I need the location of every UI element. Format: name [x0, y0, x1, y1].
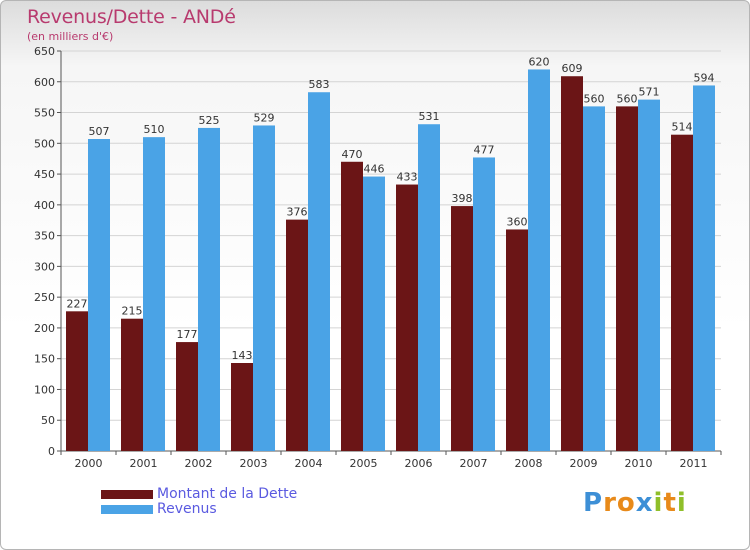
x-tick-label: 2001 [130, 457, 158, 470]
x-tick-label: 2002 [185, 457, 213, 470]
legend-item-dette: Montant de la Dette [101, 487, 297, 502]
y-tick-label: 50 [41, 414, 55, 427]
y-tick-label: 100 [34, 383, 55, 396]
bar-revenus [88, 139, 110, 451]
y-tick-label: 200 [34, 322, 55, 335]
chart-title: Revenus/Dette - ANDé [27, 6, 236, 28]
x-tick-label: 2003 [240, 457, 268, 470]
bar-dette [286, 219, 308, 451]
grid-lines [61, 50, 721, 452]
y-tick-label: 350 [34, 230, 55, 243]
bar-dette [121, 318, 143, 451]
data-label: 609 [562, 62, 583, 75]
bar-dette [506, 229, 528, 451]
y-tick-label: 300 [34, 260, 55, 273]
x-tick-label: 2007 [460, 457, 488, 470]
bar-dette [451, 206, 473, 451]
legend-label-dette: Montant de la Dette [157, 486, 298, 502]
bar-revenus [198, 127, 220, 451]
data-label: 583 [309, 78, 330, 91]
data-label: 446 [364, 163, 385, 176]
data-label: 376 [287, 206, 308, 219]
bar-dette [341, 161, 363, 451]
data-label: 571 [639, 86, 660, 99]
bar-dette [561, 76, 583, 451]
logo-letter: o [616, 488, 636, 518]
logo-letter: P [583, 488, 604, 518]
y-tick-label: 250 [34, 291, 55, 304]
data-label: 560 [584, 92, 605, 105]
data-label: 360 [507, 215, 528, 228]
x-tick-label: 2011 [680, 457, 708, 470]
logo-letter: i [653, 488, 664, 518]
y-tick-label: 450 [34, 168, 55, 181]
x-tick-label: 2004 [295, 457, 323, 470]
bar-revenus [638, 99, 660, 451]
data-label: 507 [89, 125, 110, 138]
x-tick-label: 2010 [625, 457, 653, 470]
bar-dette [396, 184, 418, 452]
y-tick-label: 0 [48, 445, 55, 458]
bar-revenus [583, 106, 605, 451]
x-tick-label: 2005 [350, 457, 378, 470]
logo-letter: i [676, 488, 687, 518]
bar-dette [176, 342, 198, 451]
legend-label-revenus: Revenus [157, 501, 217, 517]
bar-dette [671, 134, 693, 451]
data-label: 514 [672, 121, 693, 134]
bar-revenus [308, 92, 330, 451]
y-tick-label: 600 [34, 76, 55, 89]
data-label: 215 [122, 305, 143, 318]
data-label: 227 [67, 297, 88, 310]
bar-dette [231, 363, 253, 451]
bars [66, 69, 715, 452]
bar-revenus [143, 137, 165, 451]
legend: Montant de la Dette Revenus [101, 487, 297, 517]
y-tick-label: 150 [34, 353, 55, 366]
x-tick-label: 2000 [75, 457, 103, 470]
data-label: 398 [452, 192, 473, 205]
logo-letter: r [603, 488, 617, 518]
proxiti-logo: Proxiti [583, 488, 687, 518]
bar-dette [616, 106, 638, 451]
x-tick-label: 2009 [570, 457, 598, 470]
bar-revenus [418, 124, 440, 451]
logo-letter: x [635, 488, 654, 518]
x-tick-label: 2008 [515, 457, 543, 470]
x-tick-label: 2006 [405, 457, 433, 470]
y-tick-label: 550 [34, 107, 55, 120]
legend-swatch-dette [101, 490, 153, 499]
y-tick-label: 400 [34, 199, 55, 212]
data-label: 531 [419, 110, 440, 123]
data-label: 620 [529, 55, 550, 68]
legend-item-revenus: Revenus [101, 502, 297, 517]
bar-revenus [473, 157, 495, 451]
logo-letter: t [663, 488, 677, 518]
bar-revenus [528, 69, 550, 451]
data-label: 510 [144, 123, 165, 136]
data-label: 477 [474, 143, 495, 156]
data-label: 143 [232, 349, 253, 362]
legend-swatch-revenus [101, 505, 153, 514]
data-label: 525 [199, 114, 220, 127]
data-label: 470 [342, 148, 363, 161]
bar-revenus [363, 176, 385, 452]
data-label: 529 [254, 111, 275, 124]
axes: 0 50 100 150 200 250 300 350 400 450 500 550 600 650 2… [34, 45, 722, 470]
chart-subtitle: (en milliers d'€) [27, 30, 114, 43]
data-label: 560 [617, 92, 638, 105]
bar-revenus [693, 85, 715, 451]
y-tick-label: 650 [34, 45, 55, 58]
y-tick-label: 500 [34, 137, 55, 150]
data-label: 594 [694, 71, 715, 84]
bar-dette [66, 311, 88, 451]
data-label: 433 [397, 171, 418, 184]
data-label: 177 [177, 328, 198, 341]
bar-revenus [253, 125, 275, 451]
